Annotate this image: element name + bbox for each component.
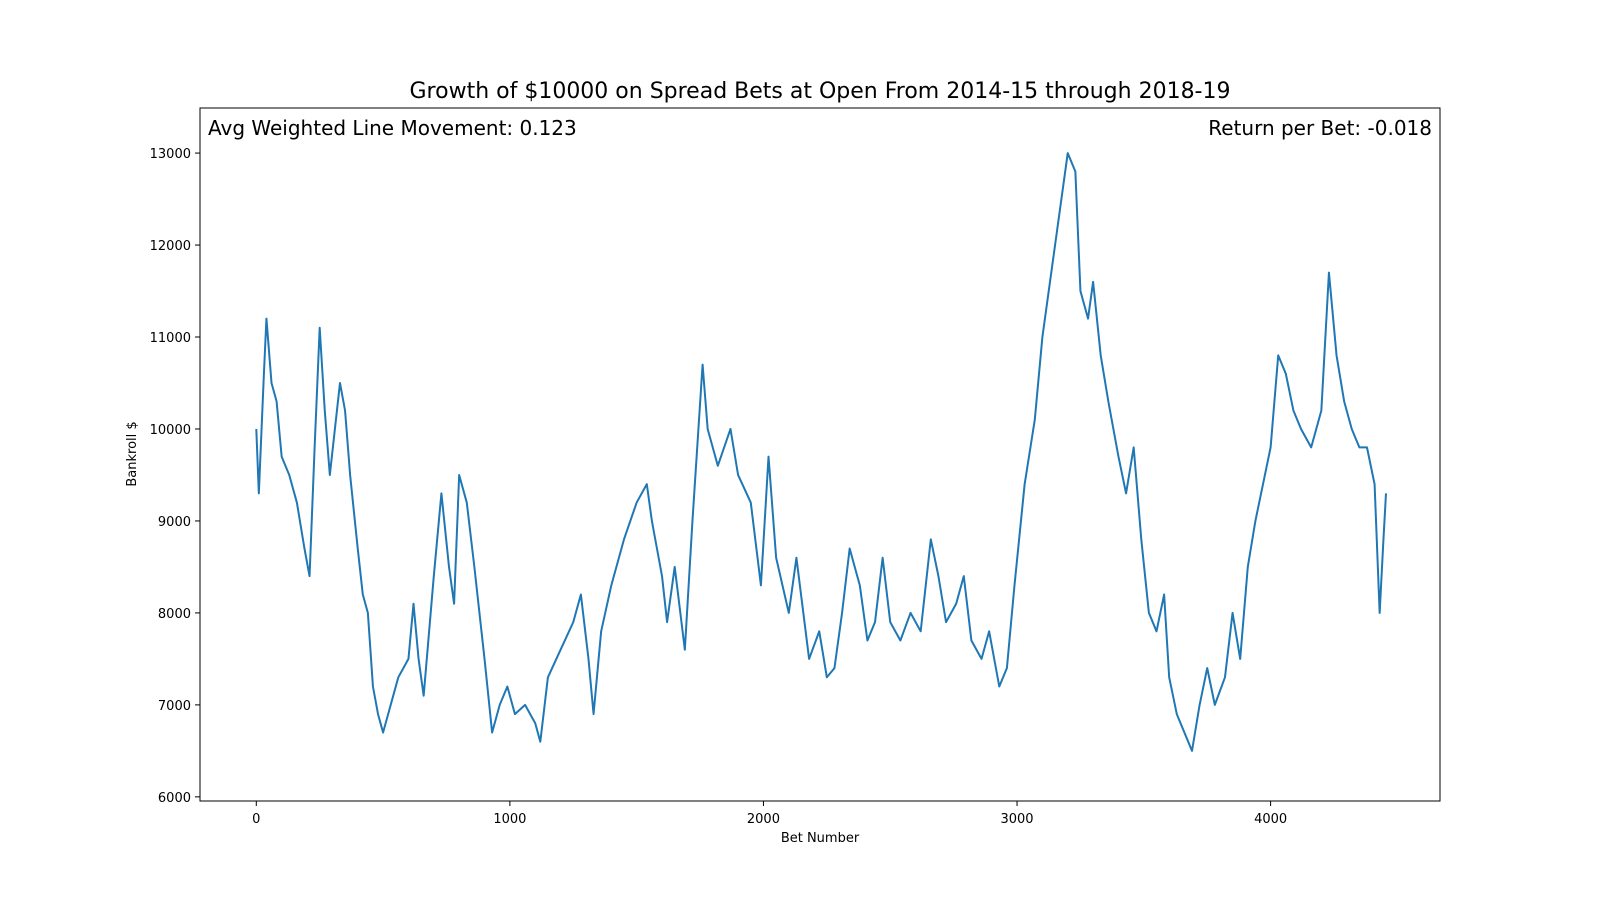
data-line [255, 152, 1387, 752]
y-tick-label: 8000 [158, 607, 191, 622]
x-tick-label: 2000 [747, 812, 780, 827]
y-tick-label: 6000 [158, 791, 191, 806]
x-tick-label: 4000 [1254, 812, 1287, 827]
chart-title: Growth of $10000 on Spread Bets at Open … [410, 79, 1231, 104]
y-axis-label: Bankroll $ [125, 421, 140, 486]
y-tick-label: 13000 [150, 147, 191, 162]
y-tick-label: 12000 [150, 239, 191, 254]
y-tick-label: 11000 [150, 331, 191, 346]
annotation: Avg Weighted Line Movement: 0.123 [208, 116, 577, 140]
x-axis-label: Bet Number [781, 831, 860, 846]
y-tick-label: 10000 [150, 423, 191, 438]
y-tick-label: 7000 [158, 699, 191, 714]
x-tick-label: 0 [252, 812, 260, 827]
y-tick-label: 9000 [158, 515, 191, 530]
x-tick-label: 3000 [1000, 812, 1033, 827]
x-tick-label: 1000 [493, 812, 526, 827]
annotation: Return per Bet: -0.018 [1208, 116, 1432, 140]
plot-frame [199, 107, 1441, 802]
